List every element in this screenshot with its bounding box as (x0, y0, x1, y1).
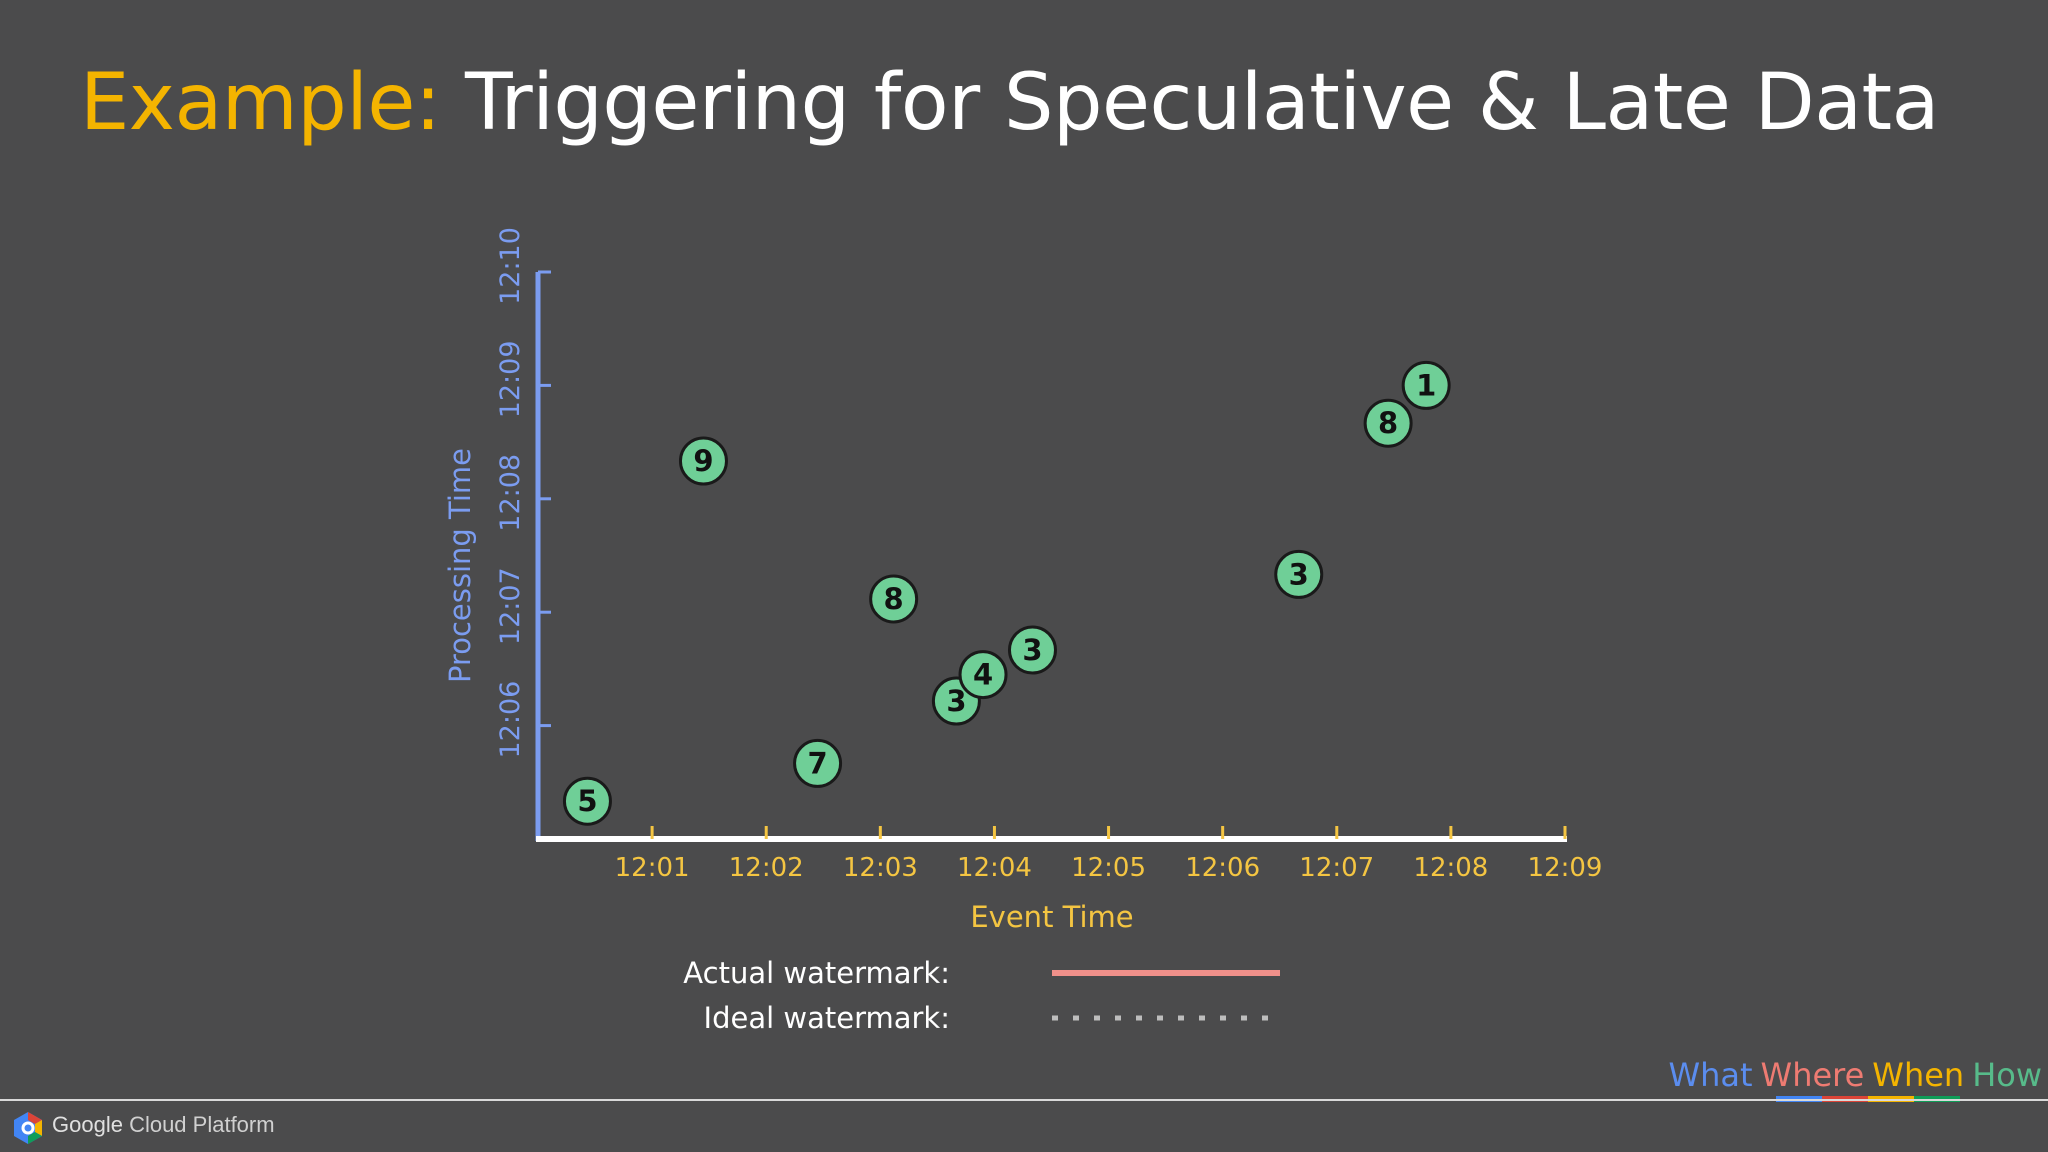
data-point: 7 (793, 738, 843, 788)
data-point: 5 (562, 776, 612, 826)
legend-label: Ideal watermark: (704, 1001, 950, 1035)
data-point-marker (678, 436, 728, 486)
data-point: 3 (1007, 625, 1057, 675)
data-point-label: 8 (1378, 406, 1398, 440)
y-tick-label: 12:10 (495, 227, 526, 305)
x-tick-label: 12:06 (1185, 853, 1260, 883)
brand-cloud-platform: Cloud Platform (122, 1112, 275, 1137)
x-tick-label: 12:01 (615, 853, 690, 883)
data-point-label: 3 (1022, 633, 1042, 667)
data-point: 3 (1274, 549, 1324, 599)
data-point-marker (1363, 398, 1413, 448)
x-tick-label: 12:09 (1528, 853, 1603, 883)
y-tick-label: 12:08 (495, 454, 526, 532)
data-point-label: 9 (693, 444, 713, 478)
brand-wordmark: Google Cloud Platform (52, 1112, 275, 1138)
data-point-marker (1401, 360, 1451, 410)
y-axis-label: Processing Time (443, 448, 477, 683)
x-tick-label: 12:03 (843, 853, 918, 883)
data-point-marker (562, 776, 612, 826)
data-point: 8 (1363, 398, 1413, 448)
title-keyword: Example: (80, 58, 441, 148)
data-point-label: 3 (946, 684, 966, 718)
data-point-label: 4 (973, 658, 993, 692)
page-title: Example: Triggering for Speculative & La… (80, 58, 1939, 148)
data-point-marker (1007, 625, 1057, 675)
y-tick-label: 12:09 (495, 340, 526, 418)
data-point: 4 (958, 650, 1008, 700)
data-point: 8 (869, 574, 919, 624)
data-point: 1 (1401, 360, 1451, 410)
x-tick-label: 12:08 (1413, 853, 1488, 883)
scatter-chart: 12:06 12:07 12:08 12:09 12:10 Processing Time… (443, 227, 1602, 1035)
data-point-label: 8 (884, 582, 904, 616)
data-point-marker (1274, 549, 1324, 599)
x-axis-label: Event Time (970, 900, 1133, 934)
nav-word-what: What (1668, 1056, 1753, 1094)
x-tick-label: 12:05 (1071, 853, 1146, 883)
data-point-label: 1 (1416, 368, 1436, 402)
y-tick-label: 12:06 (495, 681, 526, 759)
nav-word-how: How (1972, 1056, 2042, 1094)
y-tick-label: 12:07 (495, 567, 526, 645)
google-cloud-hexagon-icon (14, 1112, 42, 1144)
axes: 12:06 12:07 12:08 12:09 12:10 Processing Time… (443, 227, 1602, 934)
what-where-when-how-nav: What Where When How (1668, 1056, 2042, 1094)
title-text: Triggering for Speculative & Late Data (464, 58, 1939, 148)
nav-word-when: When (1872, 1056, 1965, 1094)
x-tick-label: 12:07 (1299, 853, 1374, 883)
legend-label: Actual watermark: (683, 956, 950, 990)
nav-word-where: Where (1760, 1056, 1865, 1094)
x-tick-label: 12:04 (957, 853, 1032, 883)
data-point-label: 7 (807, 746, 827, 780)
brand-google: Google (52, 1112, 123, 1137)
data-point-label: 5 (577, 784, 597, 818)
data-point: 9 (678, 436, 728, 486)
x-tick-label: 12:02 (729, 853, 804, 883)
data-point-marker (793, 738, 843, 788)
data-point-marker (958, 650, 1008, 700)
data-point-label: 3 (1289, 557, 1309, 591)
data-point-marker (869, 574, 919, 624)
footer-divider (0, 1099, 2048, 1101)
legend: Actual watermark: Ideal watermark: (683, 956, 1280, 1035)
